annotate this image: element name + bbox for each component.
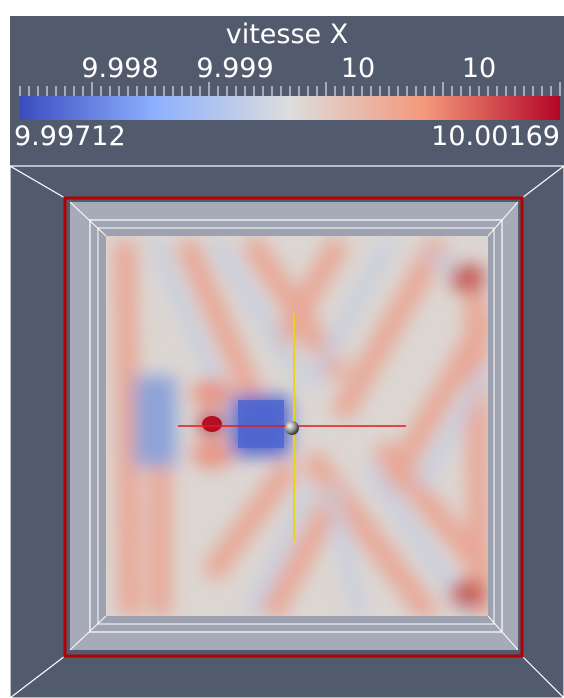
scene-canvas[interactable] bbox=[10, 16, 564, 698]
colorbar-min-value: 9.99712 bbox=[14, 121, 126, 152]
colorbar-tick-label: 10 bbox=[461, 53, 497, 84]
center-sphere[interactable] bbox=[285, 421, 299, 435]
colorbar-tick-label: 9.999 bbox=[196, 53, 274, 84]
colorbar-tick-label: 10 bbox=[340, 53, 376, 84]
velocity-field bbox=[106, 236, 488, 616]
colorbar-tick-label: 9.998 bbox=[81, 53, 159, 84]
colorbar-gradient bbox=[20, 96, 560, 120]
highlight-box-outline bbox=[63, 196, 524, 658]
frame-corner-lines bbox=[69, 201, 519, 651]
outer-wireframe-box bbox=[10, 165, 564, 698]
colorbar-max-value: 10.00169 bbox=[431, 121, 560, 152]
colorbar-ticks bbox=[19, 82, 561, 96]
colorbar-title: vitesse X bbox=[225, 19, 349, 50]
render-viewport[interactable]: vitesse X 9.998 9.999 10 10 9.99712 10.0… bbox=[10, 16, 564, 698]
